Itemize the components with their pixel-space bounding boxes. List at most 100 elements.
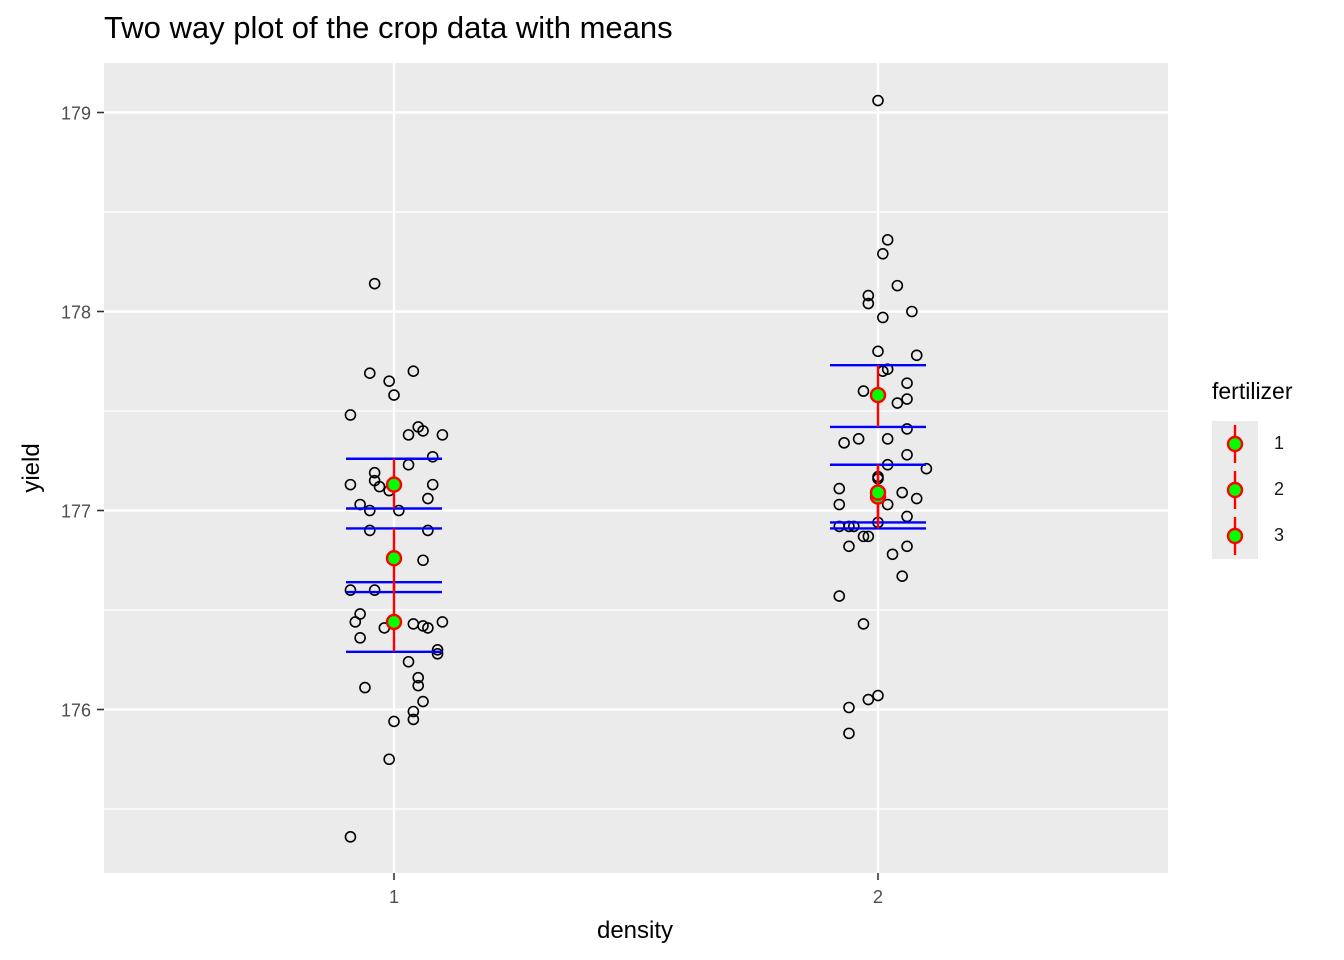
raw-data-point bbox=[833, 498, 846, 511]
raw-data-point bbox=[852, 433, 865, 445]
raw-data-point bbox=[344, 831, 357, 843]
raw-data-point bbox=[412, 679, 425, 692]
raw-data-point bbox=[412, 421, 425, 433]
legend: fertilizer 1 2 3 bbox=[1212, 378, 1332, 568]
x-axis-label: density bbox=[597, 917, 673, 944]
raw-data-point bbox=[344, 409, 357, 421]
raw-data-point bbox=[368, 474, 381, 487]
raw-data-point bbox=[872, 94, 884, 107]
x-tick-label: 2 bbox=[873, 887, 883, 907]
raw-data-point bbox=[368, 277, 381, 290]
raw-data-point bbox=[363, 367, 376, 379]
raw-data-point bbox=[344, 478, 357, 491]
raw-data-point bbox=[906, 305, 918, 318]
raw-data-point bbox=[843, 727, 855, 740]
raw-data-point bbox=[833, 590, 846, 602]
raw-data-point bbox=[920, 462, 933, 475]
raw-data-point bbox=[901, 448, 913, 461]
raw-data-point bbox=[877, 311, 889, 324]
raw-data-point bbox=[886, 548, 899, 561]
raw-data-point bbox=[354, 608, 366, 620]
y-axis-label: yield bbox=[18, 443, 45, 492]
raw-data-point bbox=[877, 247, 889, 260]
raw-data-point bbox=[901, 423, 913, 435]
raw-data-point bbox=[383, 375, 395, 387]
raw-data-point bbox=[431, 647, 444, 660]
y-tick-label: 179 bbox=[61, 104, 91, 124]
legend-label: 1 bbox=[1274, 433, 1285, 453]
raw-data-point bbox=[857, 618, 870, 630]
raw-data-point bbox=[872, 345, 884, 358]
raw-data-point bbox=[901, 393, 913, 405]
raw-data-point bbox=[407, 365, 420, 378]
raw-data-point bbox=[431, 643, 444, 656]
y-axis: 176 177 178 179 bbox=[61, 104, 104, 721]
minor-gridlines bbox=[104, 12, 1168, 810]
raw-data-point bbox=[862, 693, 875, 706]
raw-data-point bbox=[412, 671, 425, 684]
mean-point bbox=[869, 484, 887, 501]
raw-data-point bbox=[436, 429, 449, 441]
raw-data-point bbox=[407, 618, 420, 630]
legend-key bbox=[1212, 421, 1258, 467]
raw-data-point bbox=[368, 584, 381, 596]
mean-point bbox=[385, 476, 403, 493]
raw-data-point bbox=[862, 530, 875, 543]
raw-data-point bbox=[407, 705, 420, 718]
raw-points bbox=[344, 94, 933, 843]
raw-data-point bbox=[843, 701, 855, 714]
raw-data-point bbox=[402, 429, 415, 441]
raw-data-point bbox=[359, 681, 371, 694]
raw-data-point bbox=[363, 524, 376, 537]
raw-data-point bbox=[426, 450, 439, 463]
raw-data-point bbox=[910, 492, 923, 505]
raw-data-point bbox=[838, 437, 850, 449]
raw-data-point bbox=[872, 689, 884, 702]
raw-data-point bbox=[891, 397, 904, 409]
raw-data-point bbox=[896, 570, 909, 582]
plot-panel bbox=[104, 63, 1168, 873]
legend-key bbox=[1212, 467, 1258, 513]
raw-data-point bbox=[896, 486, 909, 499]
raw-data-point bbox=[833, 482, 846, 495]
raw-data-point bbox=[402, 655, 415, 668]
raw-data-point bbox=[891, 279, 904, 292]
raw-data-point bbox=[388, 715, 400, 728]
raw-data-point bbox=[910, 349, 923, 362]
raw-data-point bbox=[354, 632, 366, 644]
raw-data-point bbox=[881, 433, 894, 445]
legend-title: fertilizer bbox=[1212, 378, 1293, 404]
raw-data-point bbox=[388, 389, 400, 401]
raw-data-point bbox=[368, 466, 381, 479]
legend-label: 2 bbox=[1274, 479, 1285, 499]
raw-data-point bbox=[857, 385, 870, 397]
raw-data-point bbox=[881, 234, 894, 246]
y-tick-label: 176 bbox=[61, 701, 91, 721]
raw-data-point bbox=[417, 695, 429, 708]
mean-point bbox=[385, 613, 403, 631]
raw-data-point bbox=[383, 753, 395, 766]
raw-data-point bbox=[843, 540, 855, 553]
raw-data-point bbox=[393, 504, 405, 517]
mean-point bbox=[385, 550, 403, 567]
raw-data-point bbox=[862, 297, 875, 310]
mean-point bbox=[869, 386, 887, 404]
x-tick-label: 1 bbox=[389, 887, 399, 907]
raw-data-point bbox=[344, 584, 357, 596]
raw-data-point bbox=[417, 554, 429, 567]
raw-data-point bbox=[881, 498, 894, 511]
y-tick-label: 178 bbox=[61, 303, 91, 323]
raw-data-point bbox=[426, 478, 439, 491]
raw-data-point bbox=[436, 616, 449, 628]
raw-data-point bbox=[901, 540, 913, 553]
chart-title: Two way plot of the crop data with means bbox=[104, 10, 673, 45]
mean-points bbox=[385, 386, 887, 631]
legend-key bbox=[1212, 513, 1258, 559]
raw-data-point bbox=[422, 492, 434, 505]
legend-label: 3 bbox=[1274, 525, 1285, 545]
raw-data-point bbox=[857, 530, 870, 543]
raw-data-point bbox=[363, 504, 376, 517]
y-tick-label: 177 bbox=[61, 502, 91, 522]
